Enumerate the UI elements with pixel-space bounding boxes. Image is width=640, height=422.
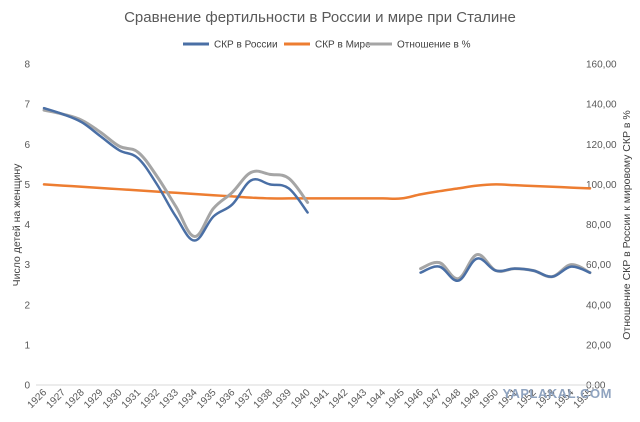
- legend-label-russia: СКР в России: [214, 40, 278, 51]
- x-tick-label: 1944: [365, 387, 389, 411]
- x-tick-label: 1939: [270, 387, 294, 411]
- x-tick-label: 1933: [157, 387, 181, 411]
- x-tick-label: 1945: [383, 387, 407, 411]
- x-tick-label: 1929: [82, 387, 106, 411]
- y-tick-label: 5: [24, 180, 30, 191]
- series-layer: [42, 106, 592, 282]
- x-tick-label: 1950: [477, 387, 501, 411]
- legend-label-ratio: Отношение в %: [397, 40, 471, 51]
- y2-tick-label: 160,00: [586, 60, 617, 71]
- x-tick-label: 1936: [214, 387, 238, 411]
- watermark: YAPLAKAL.COM: [502, 386, 612, 401]
- y2-tick-label: 20,00: [586, 340, 611, 351]
- y-tick-label: 0: [24, 381, 30, 392]
- series-line-world: [42, 183, 592, 200]
- y-tick-label: 3: [24, 260, 30, 271]
- chart-title: Сравнение фертильности в России и мире п…: [124, 9, 516, 26]
- y-axis-title: Число детей на женщину: [11, 163, 23, 287]
- y2-tick-label: 140,00: [586, 100, 617, 111]
- x-tick-label: 1940: [289, 387, 313, 411]
- legend-label-world: СКР в Мире: [315, 40, 371, 51]
- x-tick-label: 1948: [440, 387, 464, 411]
- x-tick-label: 1941: [308, 387, 332, 411]
- y2-tick-label: 100,00: [586, 180, 617, 191]
- y2-axis-title: Отношение СКР в России к мировому СКР в …: [621, 110, 633, 339]
- x-tick-label: 1931: [120, 387, 144, 411]
- legend: СКР в России СКР в Мире Отношение в %: [183, 40, 471, 51]
- left-axis-ticks: 0 1 2 3 4 5 6 7 8: [24, 60, 30, 392]
- x-tick-label: 1946: [402, 387, 426, 411]
- x-tick-label: 1932: [139, 387, 163, 411]
- x-tick-label: 1947: [421, 387, 445, 411]
- y2-tick-label: 0,00: [586, 381, 606, 392]
- x-tick-label: 1930: [101, 387, 125, 411]
- y-tick-label: 4: [24, 220, 30, 231]
- y-tick-label: 8: [24, 60, 30, 71]
- series-line-russia: [42, 106, 309, 242]
- series-line-ratio: [42, 108, 310, 239]
- y2-tick-label: 120,00: [586, 140, 617, 151]
- y-tick-label: 7: [24, 100, 30, 111]
- y2-tick-label: 80,00: [586, 220, 611, 231]
- y2-tick-label: 60,00: [586, 260, 611, 271]
- x-tick-label: 1928: [63, 387, 87, 411]
- x-tick-label: 1927: [44, 387, 68, 411]
- x-tick-label: 1942: [327, 387, 351, 411]
- x-tick-label: 1938: [252, 387, 276, 411]
- y-tick-label: 1: [24, 340, 30, 351]
- right-axis-ticks: 0,00 20,00 40,00 60,00 80,00 100,00 120,00 140,…: [586, 60, 617, 392]
- x-tick-label: 1934: [176, 387, 200, 411]
- series-line-russia: [419, 257, 592, 282]
- x-tick-label: 1943: [346, 387, 370, 411]
- y-tick-label: 2: [24, 300, 30, 311]
- x-tick-label: 1949: [459, 387, 483, 411]
- y2-tick-label: 40,00: [586, 300, 611, 311]
- x-tick-label: 1937: [233, 387, 257, 411]
- series-line-ratio: [419, 253, 592, 281]
- y-tick-label: 6: [24, 140, 30, 151]
- x-tick-label: 1935: [195, 387, 219, 411]
